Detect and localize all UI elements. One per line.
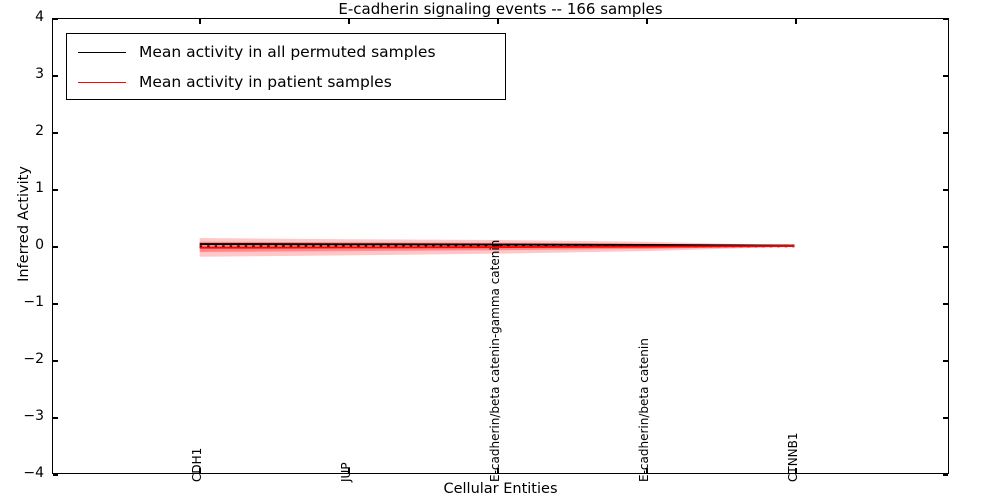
x-axis-tick-label: JUP (339, 462, 353, 482)
x-axis-tick-mark (497, 19, 499, 24)
y-axis-tick-mark (53, 132, 58, 134)
y-axis-tick-label: −2 (23, 351, 44, 367)
y-axis-tick-mark (943, 246, 948, 248)
x-axis-label: Cellular Entities (443, 481, 558, 497)
y-axis-tick-mark (943, 417, 948, 419)
legend-swatch-patient (78, 81, 126, 83)
y-axis-tick-mark (53, 75, 58, 77)
y-axis-tick-mark (53, 246, 58, 248)
y-axis-tick-mark (53, 189, 58, 191)
y-axis-tick-mark (53, 474, 58, 476)
legend-label-patient: Mean activity in patient samples (139, 73, 392, 91)
y-axis-tick-label: 3 (35, 66, 44, 82)
y-axis-tick-mark (943, 189, 948, 191)
data-series-svg (53, 238, 948, 257)
y-axis-tick-label: −4 (23, 465, 44, 481)
y-axis-tick-mark (53, 417, 58, 419)
x-axis-tick-mark (795, 19, 797, 24)
legend-swatch-permuted (78, 51, 126, 53)
y-axis-tick-label: 4 (35, 9, 44, 25)
plot-clip (53, 19, 948, 473)
x-axis-tick-label: E-cadherin/beta catenin (637, 338, 651, 482)
x-axis-tick-mark (348, 19, 350, 24)
y-axis-tick-mark (53, 18, 58, 20)
y-axis-tick-mark (943, 474, 948, 476)
y-axis-tick-mark (943, 360, 948, 362)
y-axis-tick-label: 1 (35, 180, 44, 196)
y-axis-tick-label: 0 (35, 237, 44, 253)
x-axis-tick-mark (199, 19, 201, 24)
x-axis-tick-mark (497, 468, 499, 473)
y-axis-tick-mark (53, 303, 58, 305)
y-axis-tick-mark (53, 360, 58, 362)
y-axis-tick-mark (943, 75, 948, 77)
legend-item-permuted: Mean activity in all permuted samples (67, 37, 505, 67)
y-axis-tick-mark (943, 303, 948, 305)
x-axis-tick-mark (199, 468, 201, 473)
x-axis-tick-mark (348, 468, 350, 473)
legend-item-patient: Mean activity in patient samples (67, 67, 505, 97)
x-axis-tick-label: CTNNB1 (786, 432, 800, 482)
chart-legend: Mean activity in all permuted samples Me… (66, 33, 506, 100)
legend-label-permuted: Mean activity in all permuted samples (139, 43, 436, 61)
y-axis-tick-mark (943, 132, 948, 134)
x-axis-tick-label: CDH1 (190, 447, 204, 482)
x-axis-tick-mark (646, 468, 648, 473)
x-axis-tick-mark (646, 19, 648, 24)
x-axis-tick-mark (795, 468, 797, 473)
y-axis-tick-label: −1 (23, 294, 44, 310)
x-axis-tick-label: E-cadherin/beta catenin-gamma catenin (488, 239, 502, 482)
y-axis-tick-label: −3 (23, 408, 44, 424)
y-axis-tick-mark (943, 18, 948, 20)
chart-title: E-cadherin signaling events -- 166 sampl… (338, 0, 663, 18)
y-axis-tick-label: 2 (35, 123, 44, 139)
data-series-line (200, 246, 795, 248)
